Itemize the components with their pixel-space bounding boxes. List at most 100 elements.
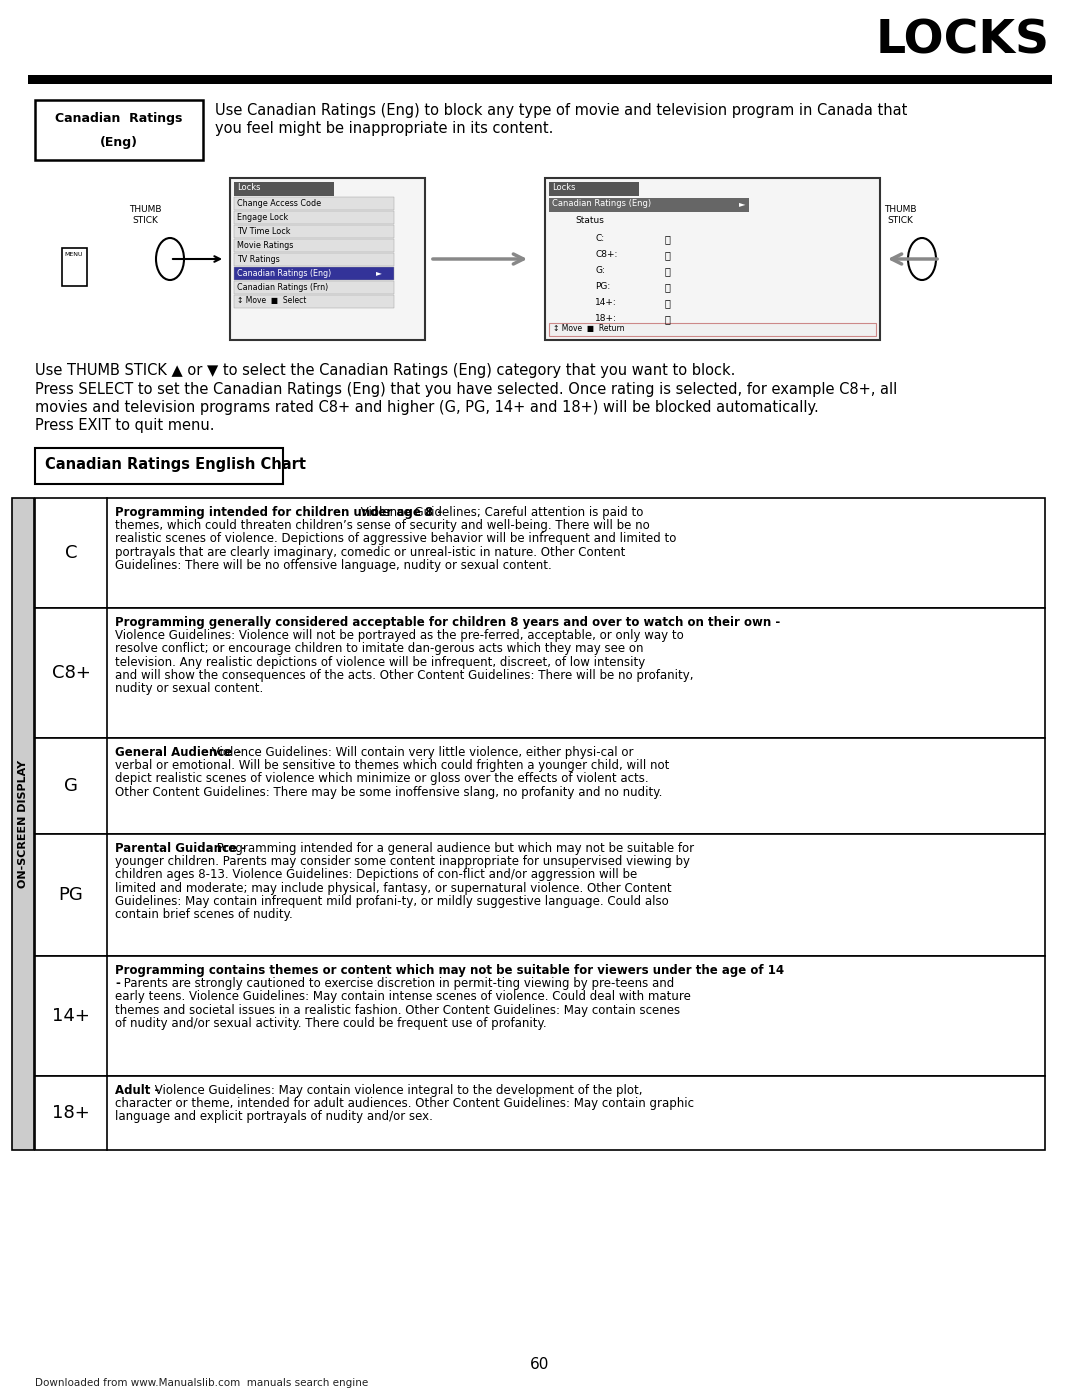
Text: Guidelines: There will be no offensive language, nudity or sexual content.: Guidelines: There will be no offensive l… <box>114 559 552 571</box>
Text: you feel might be inappropriate in its content.: you feel might be inappropriate in its c… <box>215 122 553 136</box>
Text: PG: PG <box>58 886 83 904</box>
Text: Violence Guidelines: Will contain very little violence, either physi-cal or: Violence Guidelines: Will contain very l… <box>207 746 633 759</box>
Bar <box>35 738 1045 834</box>
Bar <box>234 267 394 279</box>
Text: C:: C: <box>595 235 604 243</box>
Text: LOCKS: LOCKS <box>876 18 1050 63</box>
Text: 18+: 18+ <box>52 1104 90 1122</box>
Text: Change Access Code: Change Access Code <box>237 198 321 208</box>
Text: Programming generally considered acceptable for children 8 years and over to wat: Programming generally considered accepta… <box>114 616 780 629</box>
Text: children ages 8-13. Violence Guidelines: Depictions of con-flict and/or aggressi: children ages 8-13. Violence Guidelines:… <box>114 869 637 882</box>
Text: depict realistic scenes of violence which minimize or gloss over the effects of : depict realistic scenes of violence whic… <box>114 773 649 785</box>
Bar <box>230 177 426 339</box>
Text: Programming intended for a general audience but which may not be suitable for: Programming intended for a general audie… <box>213 842 694 855</box>
Text: Canadian Ratings (Eng): Canadian Ratings (Eng) <box>237 268 332 278</box>
Text: Use THUMB STICK ▲ or ▼ to select the Canadian Ratings (Eng) category that you wa: Use THUMB STICK ▲ or ▼ to select the Can… <box>35 363 735 379</box>
Text: ►: ► <box>376 268 382 278</box>
Text: 🔒: 🔒 <box>665 250 671 260</box>
Text: Canadian  Ratings: Canadian Ratings <box>55 112 183 124</box>
Bar <box>35 448 283 483</box>
Bar <box>35 834 1045 956</box>
Text: Adult -: Adult - <box>114 1084 160 1097</box>
Text: 🔒: 🔒 <box>665 235 671 244</box>
Text: THUMB
STICK: THUMB STICK <box>883 205 916 225</box>
Text: (Eng): (Eng) <box>100 136 138 149</box>
Text: C: C <box>65 543 78 562</box>
Text: G:: G: <box>595 265 605 275</box>
Bar <box>12 497 33 1150</box>
Text: movies and television programs rated C8+ and higher (G, PG, 14+ and 18+) will be: movies and television programs rated C8+… <box>35 400 819 415</box>
Text: General Audience -: General Audience - <box>114 746 241 759</box>
Text: nudity or sexual content.: nudity or sexual content. <box>114 682 264 694</box>
Text: Violence Guidelines; Careful attention is paid to: Violence Guidelines; Careful attention i… <box>357 506 644 520</box>
Text: Downloaded from www.Manualslib.com  manuals search engine: Downloaded from www.Manualslib.com manua… <box>35 1377 368 1389</box>
Bar <box>234 253 394 265</box>
Bar <box>549 182 639 196</box>
Bar <box>35 608 1045 738</box>
Text: early teens. Violence Guidelines: May contain intense scenes of violence. Could : early teens. Violence Guidelines: May co… <box>114 990 691 1003</box>
Text: Other Content Guidelines: There may be some inoffensive slang, no profanity and : Other Content Guidelines: There may be s… <box>114 785 662 799</box>
Text: Guidelines: May contain infrequent mild profani-ty, or mildly suggestive languag: Guidelines: May contain infrequent mild … <box>114 895 669 908</box>
Text: Use Canadian Ratings (Eng) to block any type of movie and television program in : Use Canadian Ratings (Eng) to block any … <box>215 103 907 117</box>
Text: 60: 60 <box>530 1356 550 1372</box>
Text: Parents are strongly cautioned to exercise discretion in permit-ting viewing by : Parents are strongly cautioned to exerci… <box>120 977 674 990</box>
Text: THUMB
STICK: THUMB STICK <box>129 205 161 225</box>
Text: Press SELECT to set the Canadian Ratings (Eng) that you have selected. Once rati: Press SELECT to set the Canadian Ratings… <box>35 381 897 397</box>
Text: ↕ Move  ■  Return: ↕ Move ■ Return <box>553 324 624 334</box>
Bar <box>28 75 1052 84</box>
Text: C8+:: C8+: <box>595 250 618 258</box>
Text: Locks: Locks <box>552 183 576 191</box>
Bar <box>234 182 334 196</box>
Text: themes and societal issues in a realistic fashion. Other Content Guidelines: May: themes and societal issues in a realisti… <box>114 1003 680 1017</box>
Text: Canadian Ratings (Eng): Canadian Ratings (Eng) <box>552 200 651 208</box>
Text: and will show the consequences of the acts. Other Content Guidelines: There will: and will show the consequences of the ac… <box>114 669 693 682</box>
Bar <box>549 323 876 337</box>
Bar <box>35 101 203 161</box>
Text: Canadian Ratings (Frn): Canadian Ratings (Frn) <box>237 282 328 292</box>
Bar <box>234 281 394 293</box>
Text: G: G <box>64 777 78 795</box>
Bar <box>234 295 394 307</box>
Text: ►: ► <box>739 200 745 208</box>
Bar <box>549 198 750 212</box>
Text: TV Ratings: TV Ratings <box>237 254 280 264</box>
Text: Status: Status <box>575 217 604 225</box>
Text: language and explicit portrayals of nudity and/or sex.: language and explicit portrayals of nudi… <box>114 1111 433 1123</box>
Text: 🔒: 🔒 <box>665 298 671 307</box>
Bar <box>545 177 880 339</box>
Text: 18+:: 18+: <box>595 314 617 323</box>
Text: TV Time Lock: TV Time Lock <box>237 226 291 236</box>
Bar <box>234 211 394 224</box>
Text: 14+: 14+ <box>52 1007 90 1025</box>
Text: 🔒: 🔒 <box>665 265 671 277</box>
Text: Movie Ratings: Movie Ratings <box>237 240 294 250</box>
Text: limited and moderate; may include physical, fantasy, or supernatural violence. O: limited and moderate; may include physic… <box>114 882 672 894</box>
Text: Press EXIT to quit menu.: Press EXIT to quit menu. <box>35 418 215 433</box>
Bar <box>35 497 1045 608</box>
Text: contain brief scenes of nudity.: contain brief scenes of nudity. <box>114 908 293 921</box>
Text: television. Any realistic depictions of violence will be infrequent, discreet, o: television. Any realistic depictions of … <box>114 655 645 669</box>
Text: ↕ Move  ■  Select: ↕ Move ■ Select <box>237 296 307 306</box>
Text: younger children. Parents may consider some content inappropriate for unsupervis: younger children. Parents may consider s… <box>114 855 690 868</box>
Bar <box>35 956 1045 1076</box>
Bar <box>35 1076 1045 1150</box>
Text: ON-SCREEN DISPLAY: ON-SCREEN DISPLAY <box>18 760 28 888</box>
Text: 🔒: 🔒 <box>665 314 671 324</box>
Text: Canadian Ratings English Chart: Canadian Ratings English Chart <box>45 457 306 472</box>
Text: C8+: C8+ <box>52 664 91 682</box>
Text: PG:: PG: <box>595 282 610 291</box>
Text: realistic scenes of violence. Depictions of aggressive behavior will be infreque: realistic scenes of violence. Depictions… <box>114 532 676 545</box>
Bar <box>234 197 394 210</box>
Text: -: - <box>114 977 120 990</box>
Text: 🔒: 🔒 <box>665 282 671 292</box>
Text: Locks: Locks <box>237 183 260 191</box>
Ellipse shape <box>156 237 184 279</box>
Text: verbal or emotional. Will be sensitive to themes which could frighten a younger : verbal or emotional. Will be sensitive t… <box>114 759 670 773</box>
Text: Programming intended for children under age 8 -: Programming intended for children under … <box>114 506 442 520</box>
Text: character or theme, intended for adult audiences. Other Content Guidelines: May : character or theme, intended for adult a… <box>114 1097 694 1111</box>
Text: Violence Guidelines: May contain violence integral to the development of the plo: Violence Guidelines: May contain violenc… <box>151 1084 643 1097</box>
Text: portrayals that are clearly imaginary, comedic or unreal-istic in nature. Other : portrayals that are clearly imaginary, c… <box>114 546 625 559</box>
Text: resolve conflict; or encourage children to imitate dan-gerous acts which they ma: resolve conflict; or encourage children … <box>114 643 644 655</box>
Ellipse shape <box>908 237 936 279</box>
Text: Parental Guidance -: Parental Guidance - <box>114 842 246 855</box>
